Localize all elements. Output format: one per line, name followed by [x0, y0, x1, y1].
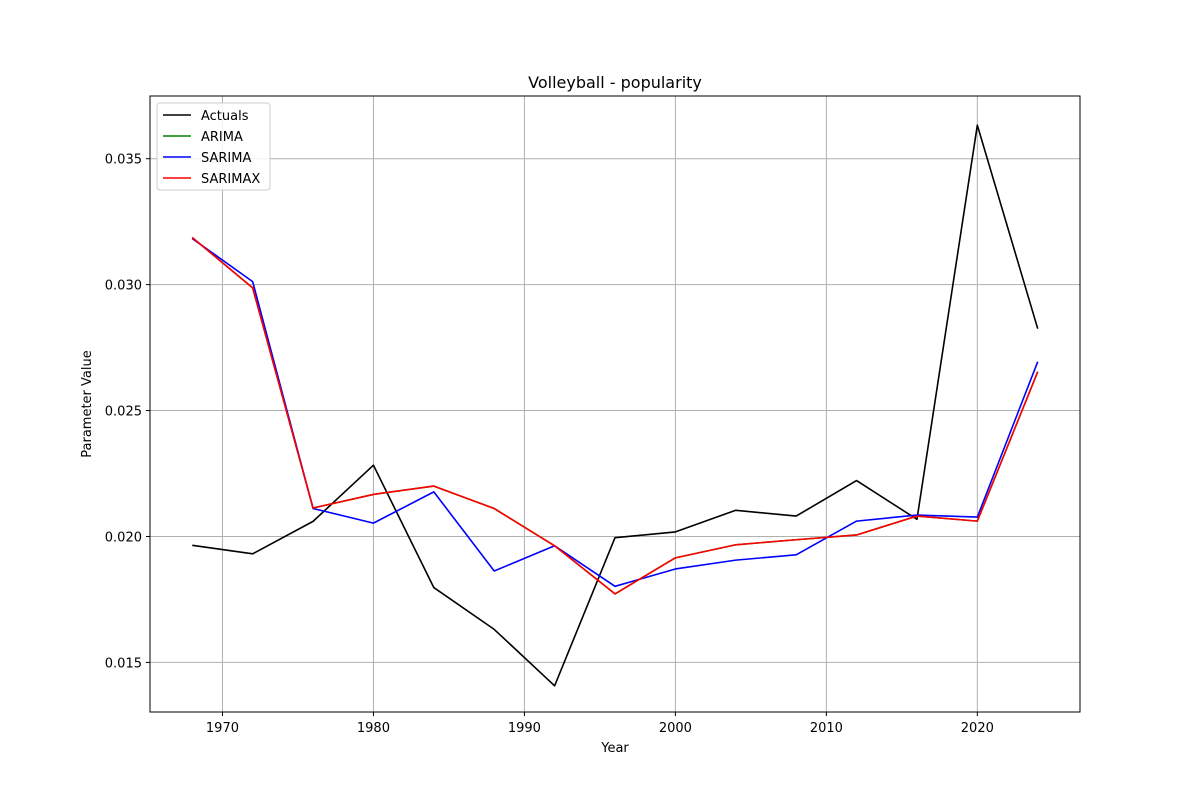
legend-label: SARIMAX	[201, 172, 260, 187]
axes-frame	[149, 95, 1081, 713]
y-tick-label: 0.030	[105, 279, 142, 294]
x-tick-label: 2020	[961, 721, 994, 736]
legend-label: ARIMA	[201, 130, 243, 145]
series-layer	[191, 124, 1039, 687]
y-tick-label: 0.020	[105, 530, 142, 545]
y-axis-label: Parameter Value	[80, 350, 95, 457]
x-tick-label: 1980	[357, 721, 390, 736]
series-line-sarimax	[191, 236, 1039, 595]
ticks: 1970 1980 1990 2000 2010 2020 0.015 0.020 0.025 0…	[105, 153, 994, 736]
grid	[150, 96, 1080, 712]
legend: Actuals ARIMA SARIMA SARIMAX	[156, 102, 271, 191]
y-tick-label: 0.015	[105, 656, 142, 671]
x-tick-label: 1970	[206, 721, 239, 736]
legend-box	[156, 102, 271, 191]
legend-label: SARIMA	[201, 151, 251, 166]
x-tick-label: 2000	[659, 721, 692, 736]
y-tick-label: 0.025	[105, 405, 142, 420]
x-axis-label: Year	[600, 741, 629, 756]
x-tick-label: 1990	[508, 721, 541, 736]
y-tick-label: 0.035	[105, 153, 142, 168]
legend-label: Actuals	[201, 109, 249, 124]
chart-title: Volleyball - popularity	[528, 73, 702, 92]
series-line-actuals	[192, 124, 1039, 687]
series-line-sarima	[191, 237, 1039, 588]
x-tick-label: 2010	[810, 721, 843, 736]
